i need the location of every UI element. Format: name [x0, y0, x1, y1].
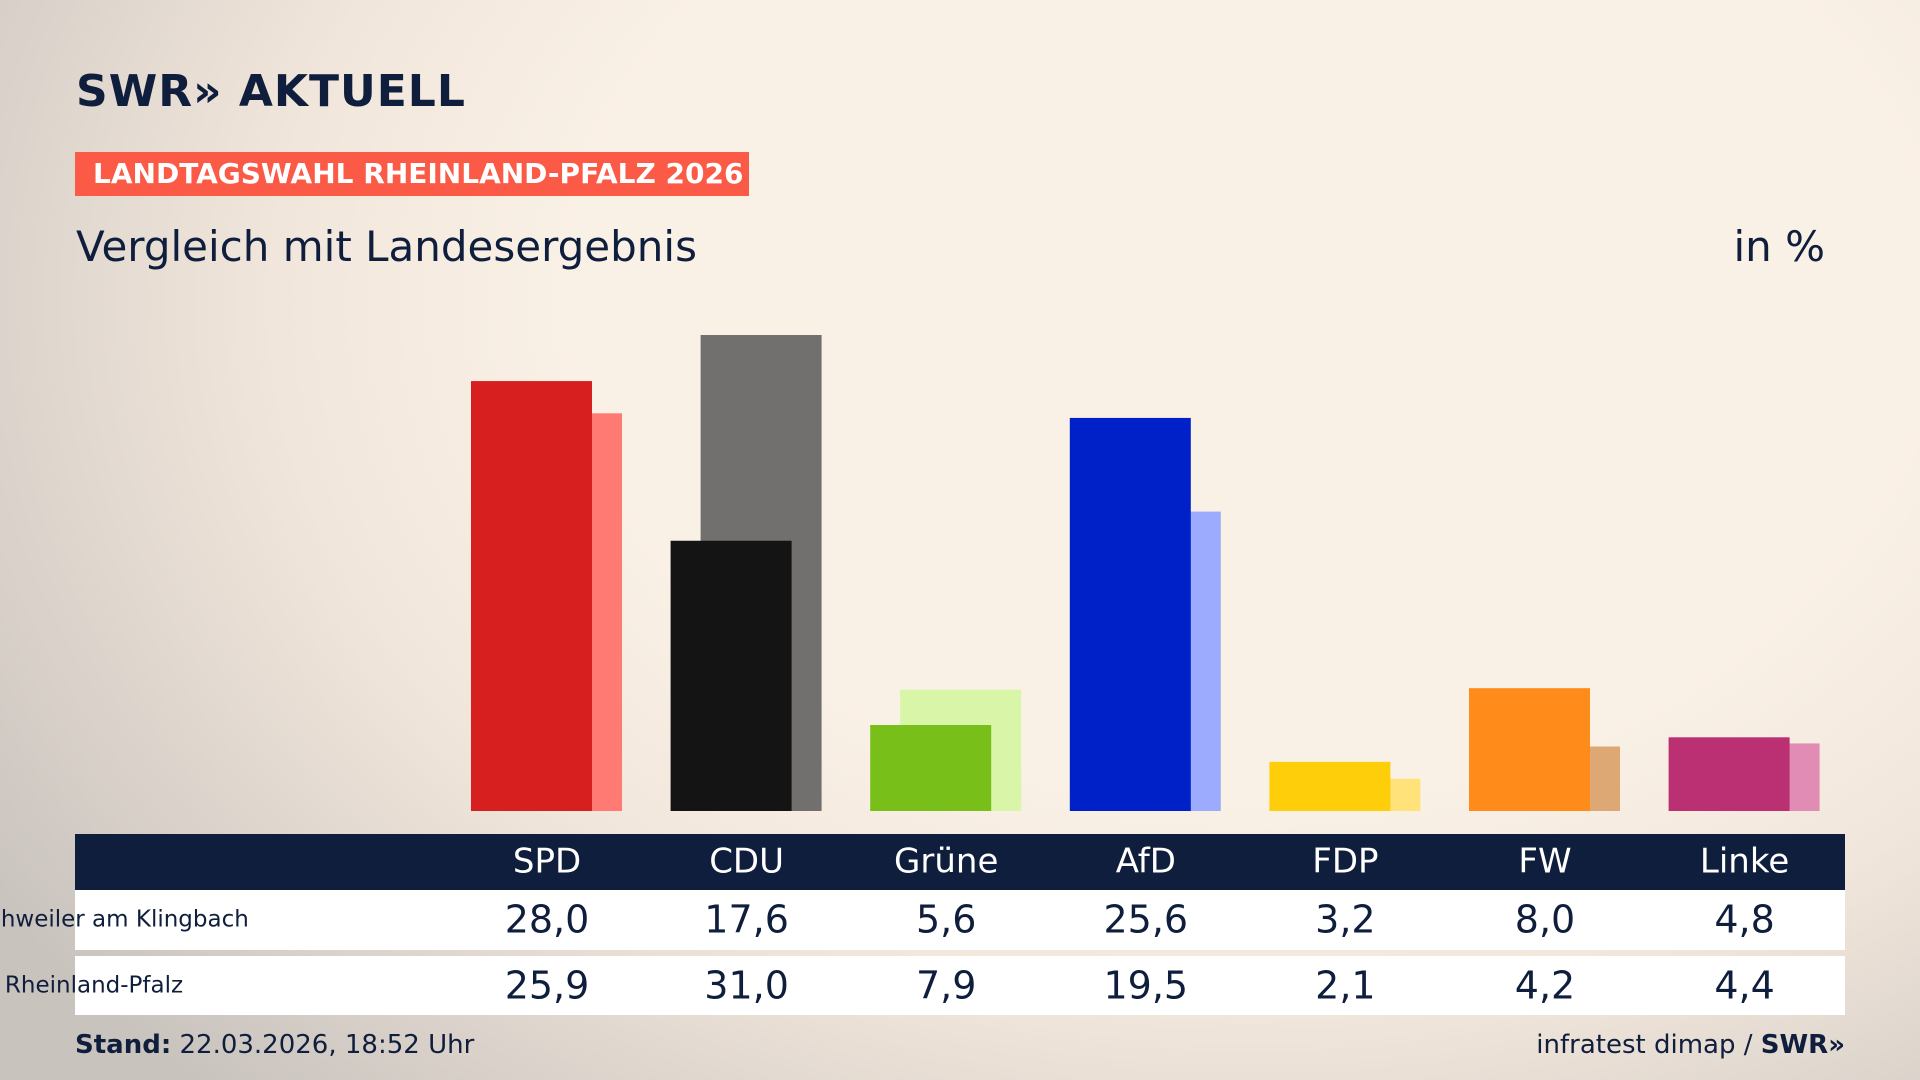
table-row — [75, 890, 1845, 950]
footer-date: Stand: 22.03.2026, 18:52 Uhr — [75, 1030, 474, 1060]
column-header: FDP — [1312, 842, 1378, 882]
value-label: 5,6 — [916, 898, 976, 942]
table-row — [75, 956, 1845, 1015]
row-label: Rheinland-Pfalz — [5, 973, 183, 999]
column-header: SPD — [513, 842, 581, 882]
bar — [670, 540, 792, 811]
column-header: FW — [1518, 842, 1571, 882]
bar — [1069, 417, 1191, 811]
unit-label: in % — [1733, 222, 1825, 271]
value-label: 17,6 — [704, 898, 789, 942]
value-label: 7,9 — [916, 964, 976, 1008]
value-label: 3,2 — [1315, 898, 1375, 942]
bar — [1469, 688, 1590, 811]
value-label: 4,4 — [1714, 964, 1774, 1008]
footer-source: infratest dimap / SWR» — [1536, 1030, 1845, 1060]
source: infratest dimap / — [1536, 1030, 1753, 1060]
value-label: 4,2 — [1515, 964, 1575, 1008]
value-label: 4,8 — [1714, 898, 1774, 942]
value-label: 2,1 — [1315, 964, 1375, 1008]
source-brand: SWR» — [1760, 1030, 1845, 1060]
column-header: AfD — [1116, 842, 1176, 882]
chart-title: Vergleich mit Landesergebnis — [76, 222, 697, 271]
bar — [870, 725, 992, 811]
row-label: Münchweiler am Klingbach — [0, 907, 249, 933]
stand: 22.03.2026, 18:52 Uhr — [179, 1030, 475, 1060]
badge: LANDTAGSWAHL RHEINLAND-PFALZ 2026 — [75, 152, 749, 196]
value-label: 25,9 — [505, 964, 590, 1008]
value-label: 19,5 — [1103, 964, 1188, 1008]
column-header: Grüne — [894, 842, 998, 882]
value-label: 31,0 — [704, 964, 789, 1008]
value-label: 8,0 — [1515, 898, 1575, 942]
value-label: 25,6 — [1103, 898, 1188, 942]
column-header: CDU — [709, 842, 784, 882]
column-header: Linke — [1700, 842, 1789, 882]
logo: SWR» AKTUELL — [76, 66, 466, 117]
value-label: 28,0 — [505, 898, 590, 942]
table-header — [75, 834, 1845, 890]
bar — [1269, 761, 1391, 811]
stand-label: Stand: — [75, 1030, 172, 1060]
bar — [471, 381, 592, 811]
bar — [1668, 737, 1790, 811]
